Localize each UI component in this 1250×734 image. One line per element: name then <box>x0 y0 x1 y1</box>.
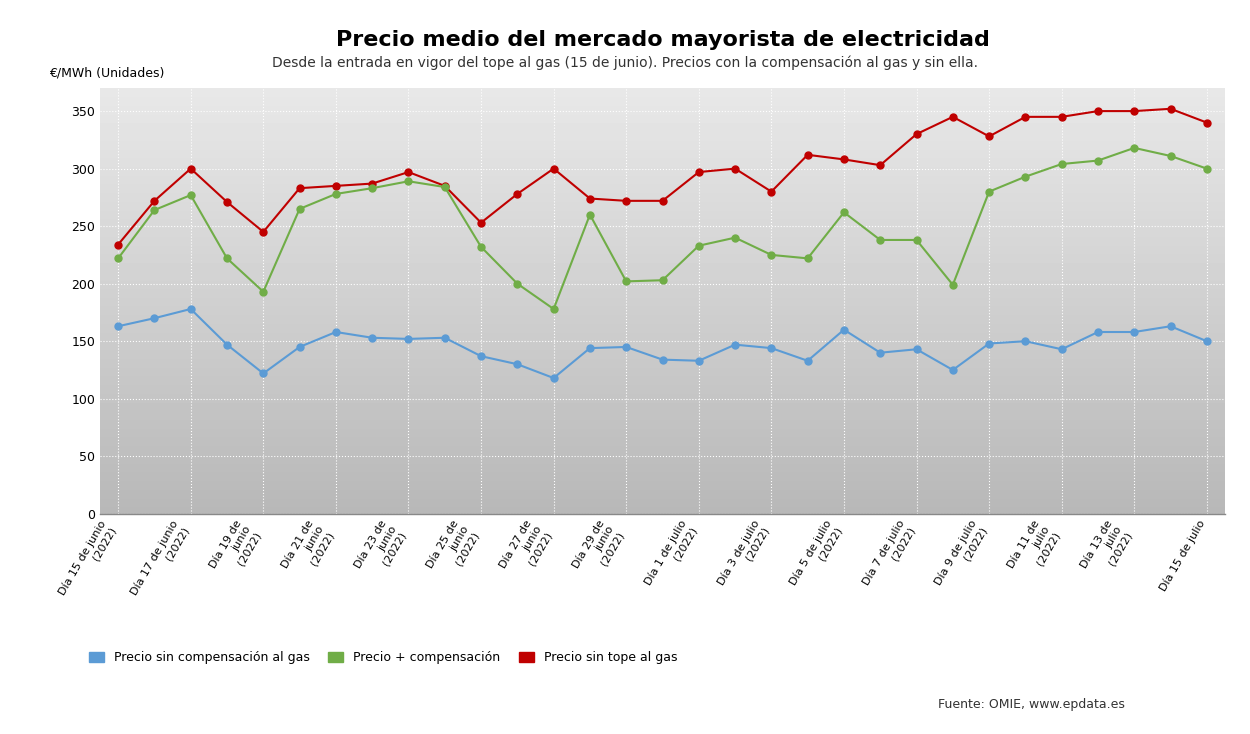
Title: Precio medio del mercado mayorista de electricidad: Precio medio del mercado mayorista de el… <box>335 30 990 51</box>
Text: Fuente: OMIE, www.epdata.es: Fuente: OMIE, www.epdata.es <box>938 697 1125 711</box>
Y-axis label: €/MWh (Unidades): €/MWh (Unidades) <box>50 67 165 79</box>
Legend: Precio sin compensación al gas, Precio + compensación, Precio sin tope al gas: Precio sin compensación al gas, Precio +… <box>84 647 682 669</box>
Text: Desde la entrada en vigor del tope al gas (15 de junio). Precios con la compensa: Desde la entrada en vigor del tope al ga… <box>272 55 978 70</box>
